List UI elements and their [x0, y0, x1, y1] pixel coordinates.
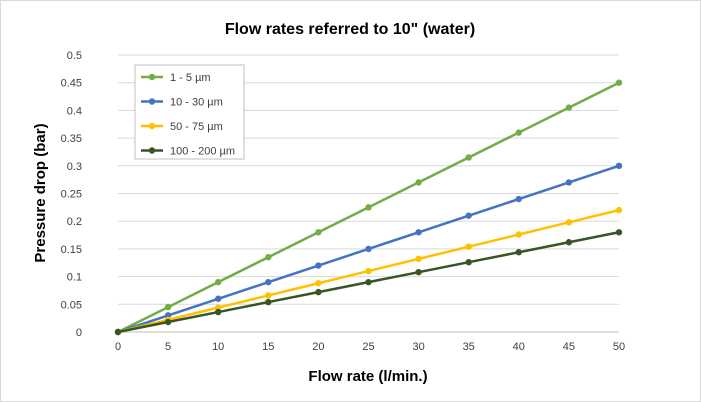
data-point [265, 278, 272, 286]
data-point [615, 206, 623, 214]
data-point [265, 298, 272, 306]
data-point [215, 278, 222, 286]
data-point [615, 79, 623, 86]
legend-label: 100 - 200 µm [170, 146, 235, 158]
data-point [164, 312, 172, 319]
legend: 1 - 5 µm 10 - 30 µm 50 - 75 µm 100 - 200 µm [134, 64, 245, 160]
data-point [315, 229, 322, 236]
data-point [365, 245, 372, 253]
legend-marker [148, 147, 156, 154]
data-point [515, 129, 522, 136]
y-tick-label: 0.25 [61, 189, 82, 201]
data-point [465, 243, 472, 250]
x-tick-label: 45 [563, 341, 575, 353]
x-tick-label: 30 [412, 341, 424, 353]
x-tick-label: 10 [212, 341, 224, 353]
legend-item: 100 - 200 µm [141, 146, 235, 158]
x-axis-title: Flow rate (l/min.) [308, 368, 427, 385]
legend-item: 50 - 75 µm [141, 121, 223, 133]
data-point [164, 303, 172, 311]
data-point [565, 219, 573, 226]
series-3 [114, 206, 623, 336]
x-tick-label: 20 [312, 341, 324, 353]
data-point [215, 304, 222, 311]
x-tick-label: 15 [262, 341, 274, 353]
data-point [565, 179, 573, 186]
x-tick-label: 25 [362, 341, 374, 353]
data-point [365, 267, 372, 275]
legend-marker [148, 73, 156, 81]
y-tick-label: 0.35 [61, 133, 82, 145]
data-point [164, 318, 172, 326]
y-tick-label: 0.1 [67, 272, 82, 284]
data-point [265, 254, 272, 261]
data-point [315, 280, 322, 287]
data-point [265, 292, 272, 299]
x-tick-label: 35 [463, 341, 475, 353]
data-point [515, 195, 522, 203]
data-point [515, 249, 522, 256]
series-4 [114, 229, 623, 336]
data-point [215, 308, 222, 316]
data-point [515, 231, 522, 238]
legend-label: 1 - 5 µm [170, 72, 211, 84]
y-tick-label: 0.2 [67, 216, 82, 228]
x-tick-label: 0 [115, 341, 121, 353]
y-tick-label: 0 [76, 327, 82, 339]
data-point [114, 328, 122, 336]
data-point [565, 239, 573, 246]
y-tick-label: 0.15 [61, 244, 82, 256]
x-tick-label: 50 [613, 341, 625, 353]
data-point [615, 229, 623, 236]
series-group [114, 79, 623, 336]
data-point [365, 278, 372, 286]
x-axis: 0 5 10 15 20 25 30 35 40 45 50 [115, 341, 625, 353]
y-tick-label: 0.4 [67, 105, 82, 117]
data-point [365, 204, 372, 211]
legend-item: 10 - 30 µm [141, 97, 223, 109]
data-point [415, 229, 422, 236]
data-point [215, 295, 222, 302]
y-axis: 0 0.05 0.1 0.15 0.2 0.25 0.3 0.35 0.4 0.45 0.5 [61, 50, 82, 339]
legend-box [134, 64, 245, 160]
data-point [415, 255, 422, 263]
data-point [465, 154, 472, 161]
data-point [415, 268, 422, 276]
data-point [415, 179, 422, 186]
legend-item: 1 - 5 µm [141, 72, 211, 84]
y-tick-label: 0.05 [61, 299, 82, 311]
y-tick-label: 0.45 [61, 78, 82, 90]
y-tick-label: 0.5 [67, 50, 82, 62]
data-point [615, 162, 623, 169]
x-tick-label: 5 [165, 341, 171, 353]
legend-marker [148, 122, 156, 130]
data-point [465, 212, 472, 219]
legend-label: 10 - 30 µm [170, 97, 223, 109]
data-point [315, 262, 322, 269]
data-point [315, 288, 322, 296]
data-point [465, 258, 472, 266]
y-tick-label: 0.3 [67, 161, 82, 173]
chart-title: Flow rates referred to 10" (water) [225, 21, 475, 38]
legend-marker [148, 98, 156, 105]
y-axis-title: Pressure drop (bar) [32, 123, 49, 262]
data-point [565, 104, 573, 111]
x-tick-label: 40 [513, 341, 525, 353]
legend-label: 50 - 75 µm [170, 121, 223, 133]
series-2 [114, 162, 623, 336]
